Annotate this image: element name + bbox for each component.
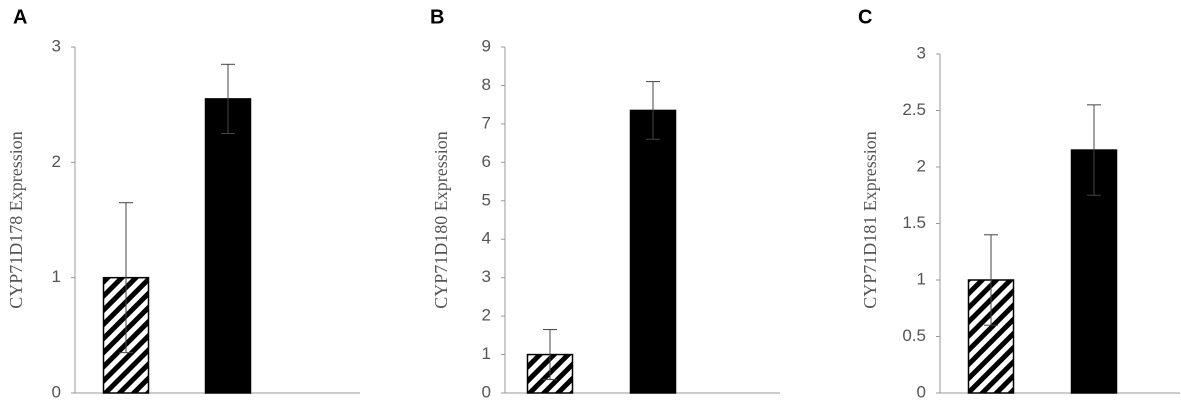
bar xyxy=(204,98,252,394)
y-tick-label: 3 xyxy=(482,267,491,286)
y-tick-label: 1 xyxy=(917,269,926,288)
panel-label: B xyxy=(430,6,444,28)
y-tick-label: 8 xyxy=(482,75,491,94)
y-tick-label: 9 xyxy=(482,36,491,55)
y-tick-label: 3 xyxy=(917,43,926,62)
y-tick-label: 0 xyxy=(52,382,61,401)
y-axis-label: CYP71D180 Expression xyxy=(431,131,451,309)
y-tick-label: 7 xyxy=(482,113,491,132)
y-tick-label: 6 xyxy=(482,152,491,171)
y-tick-label: 0.5 xyxy=(902,326,926,345)
y-axis-label: CYP71D181 Expression xyxy=(860,131,880,309)
y-tick-label: 0 xyxy=(482,382,491,401)
y-axis-label: CYP71D178 Expression xyxy=(6,131,26,309)
y-tick-label: 3 xyxy=(52,36,61,55)
y-tick-label: 2.5 xyxy=(902,100,926,119)
y-tick-label: 1.5 xyxy=(902,213,926,232)
y-tick-label: 5 xyxy=(482,190,491,209)
y-tick-label: 0 xyxy=(917,382,926,401)
y-tick-label: 2 xyxy=(482,306,491,325)
y-tick-label: 1 xyxy=(52,267,61,286)
bar xyxy=(629,109,677,394)
y-tick-label: 1 xyxy=(482,344,491,363)
y-tick-label: 4 xyxy=(482,229,491,248)
y-tick-label: 2 xyxy=(917,156,926,175)
panel-label: A xyxy=(13,6,27,28)
y-tick-label: 2 xyxy=(52,152,61,171)
panel-label: C xyxy=(858,6,872,28)
